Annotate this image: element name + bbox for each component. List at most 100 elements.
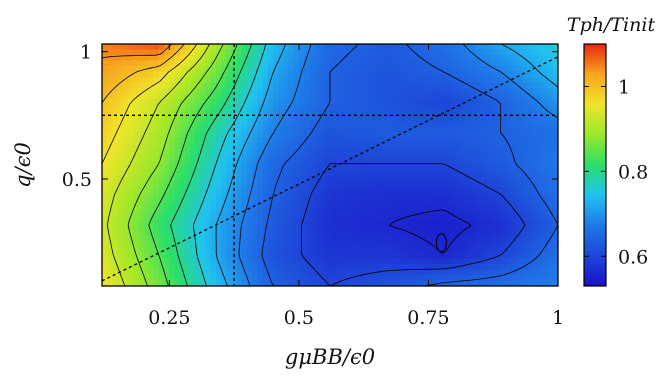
- heatmap-cell: [241, 280, 248, 286]
- heatmap-cell: [501, 66, 507, 73]
- heatmap-cell: [345, 203, 352, 210]
- heatmap-cell: [314, 60, 321, 67]
- heatmap-cell: [376, 220, 383, 227]
- heatmap-cell: [159, 203, 165, 210]
- heatmap-cell: [376, 49, 383, 56]
- heatmap-cell: [200, 181, 207, 188]
- heatmap-cell: [298, 60, 305, 67]
- heatmap-cell: [459, 104, 466, 111]
- heatmap-cell: [475, 77, 481, 84]
- heatmap-cell: [340, 154, 347, 161]
- heatmap-cell: [345, 181, 352, 188]
- heatmap-cell: [236, 225, 243, 232]
- heatmap-cell: [495, 148, 502, 155]
- heatmap-cell: [402, 77, 409, 84]
- heatmap-cell: [423, 82, 430, 89]
- heatmap-cell: [241, 110, 248, 117]
- heatmap-cell: [521, 275, 528, 282]
- heatmap-cell: [542, 132, 549, 139]
- heatmap-cell: [537, 88, 544, 95]
- heatmap-cell: [433, 269, 440, 276]
- heatmap-cell: [428, 143, 435, 150]
- heatmap-cell: [112, 99, 119, 106]
- heatmap-cell: [444, 99, 450, 106]
- heatmap-cell: [428, 247, 435, 254]
- heatmap-cell: [537, 44, 544, 51]
- heatmap-cell: [506, 126, 512, 133]
- heatmap-cell: [361, 220, 367, 227]
- heatmap-cell: [319, 148, 326, 155]
- heatmap-cell: [387, 269, 393, 276]
- heatmap-cell: [552, 269, 558, 276]
- heatmap-cell: [133, 154, 139, 161]
- heatmap-cell: [143, 198, 150, 205]
- heatmap-cell: [164, 236, 170, 243]
- heatmap-cell: [304, 231, 310, 238]
- heatmap-cell: [459, 49, 466, 56]
- heatmap-cell: [226, 126, 233, 133]
- heatmap-cell: [273, 99, 279, 106]
- heatmap-cell: [216, 231, 222, 238]
- heatmap-cell: [169, 203, 176, 210]
- heatmap-cell: [376, 148, 383, 155]
- heatmap-cell: [547, 93, 554, 100]
- heatmap-cell: [298, 214, 305, 221]
- heatmap-cell: [366, 49, 373, 56]
- heatmap-cell: [200, 137, 207, 144]
- heatmap-cell: [526, 66, 533, 73]
- heatmap-cell: [371, 264, 378, 271]
- heatmap-cell: [200, 258, 207, 265]
- heatmap-cell: [423, 247, 430, 254]
- heatmap-cell: [418, 137, 424, 144]
- heatmap-cell: [195, 220, 202, 227]
- heatmap-cell: [304, 192, 310, 199]
- heatmap-cell: [278, 110, 284, 117]
- heatmap-cell: [407, 264, 414, 271]
- heatmap-cell: [438, 214, 445, 221]
- heatmap-cell: [402, 132, 409, 139]
- heatmap-cell: [252, 280, 259, 286]
- heatmap-cell: [449, 159, 455, 166]
- heatmap-cell: [283, 225, 290, 232]
- heatmap-cell: [102, 181, 108, 188]
- heatmap-cell: [407, 159, 414, 166]
- heatmap-cell: [267, 115, 274, 122]
- heatmap-cell: [122, 88, 129, 95]
- heatmap-cell: [195, 60, 202, 67]
- heatmap-cell: [117, 88, 124, 95]
- heatmap-cell: [107, 181, 113, 188]
- heatmap-cell: [428, 220, 435, 227]
- heatmap-cell: [148, 269, 155, 276]
- heatmap-cell: [117, 99, 124, 106]
- heatmap-cell: [304, 264, 310, 271]
- heatmap-cell: [267, 253, 274, 260]
- heatmap-cell: [200, 203, 207, 210]
- heatmap-cell: [547, 148, 554, 155]
- heatmap-cell: [392, 93, 398, 100]
- heatmap-cell: [361, 264, 367, 271]
- heatmap-cell: [159, 137, 165, 144]
- heatmap-cell: [262, 71, 269, 78]
- heatmap-cell: [138, 165, 145, 172]
- heatmap-cell: [402, 55, 409, 62]
- heatmap-cell: [371, 110, 378, 117]
- heatmap-cell: [407, 121, 414, 128]
- heatmap-cell: [200, 93, 207, 100]
- heatmap-cell: [293, 264, 300, 271]
- heatmap-cell: [309, 132, 316, 139]
- heatmap-cell: [267, 121, 274, 128]
- heatmap-cell: [143, 247, 150, 254]
- heatmap-cell: [397, 55, 404, 62]
- heatmap-cell: [293, 198, 300, 205]
- heatmap-cell: [122, 275, 129, 282]
- heatmap-cell: [392, 258, 398, 265]
- heatmap-cell: [138, 269, 145, 276]
- heatmap-cell: [438, 60, 445, 67]
- heatmap-cell: [412, 187, 419, 194]
- heatmap-cell: [542, 49, 549, 56]
- heatmap-cell: [366, 225, 373, 232]
- heatmap-cell: [428, 44, 435, 51]
- heatmap-cell: [262, 269, 269, 276]
- heatmap-cell: [397, 66, 404, 73]
- heatmap-cell: [485, 165, 492, 172]
